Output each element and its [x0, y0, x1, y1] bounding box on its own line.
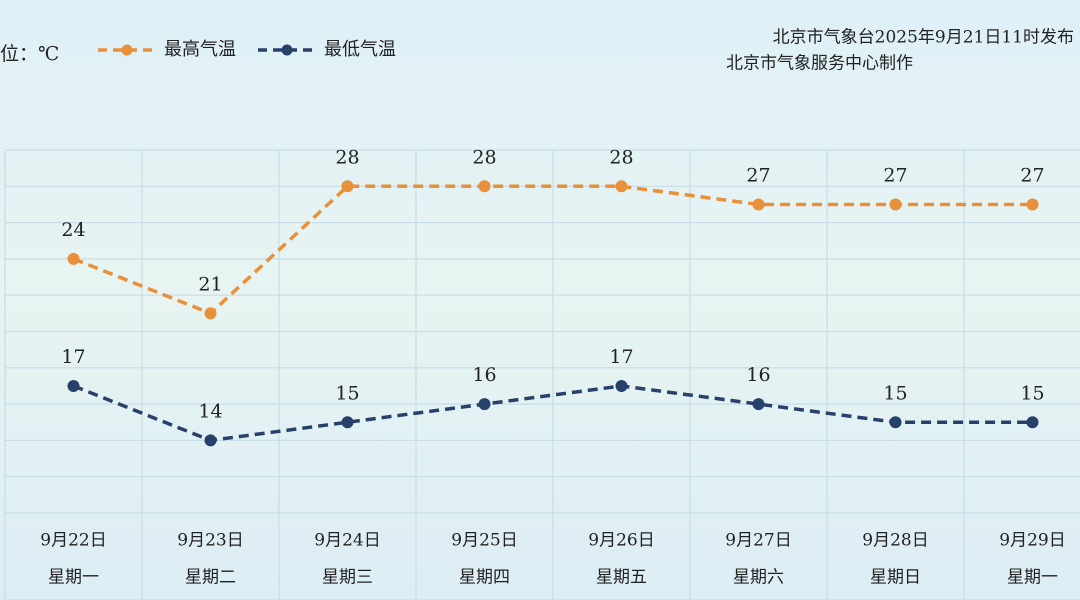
data-point — [889, 416, 902, 429]
x-tick-sublabel: 星期二 — [185, 568, 236, 588]
data-label: 28 — [609, 146, 633, 168]
data-label: 15 — [335, 382, 359, 404]
data-label: 17 — [609, 346, 633, 368]
data-point — [478, 398, 491, 411]
data-point — [752, 198, 765, 211]
data-label: 14 — [198, 400, 222, 422]
x-tick-sublabel: 星期五 — [596, 568, 647, 588]
x-tick-sublabel: 星期四 — [459, 568, 510, 588]
data-label: 15 — [883, 382, 907, 404]
x-tick-sublabel: 星期日 — [870, 568, 921, 588]
source-line: 北京市气象台2025年9月21日11时发布 — [773, 28, 1074, 48]
data-point — [615, 180, 628, 193]
data-point — [204, 434, 217, 447]
x-tick-label: 9月28日 — [862, 531, 928, 551]
data-point — [1026, 198, 1039, 211]
x-tick-label: 9月24日 — [314, 531, 380, 551]
data-label: 21 — [198, 273, 222, 295]
legend-marker — [121, 44, 133, 56]
data-point — [341, 416, 354, 429]
data-point — [1026, 416, 1039, 429]
legend-marker — [281, 44, 293, 56]
x-tick-label: 9月22日 — [40, 531, 106, 551]
data-label: 17 — [61, 346, 85, 368]
data-label: 28 — [472, 146, 496, 168]
data-point — [204, 307, 217, 320]
data-label: 16 — [746, 364, 770, 386]
data-label: 24 — [61, 219, 85, 241]
x-tick-label: 9月23日 — [177, 531, 243, 551]
legend-label: 最高气温 — [164, 39, 236, 60]
data-label: 27 — [1020, 164, 1044, 186]
data-point — [752, 398, 765, 411]
data-point — [341, 180, 354, 193]
x-tick-label: 9月26日 — [588, 531, 654, 551]
data-point — [67, 252, 80, 265]
data-label: 28 — [335, 146, 359, 168]
data-label: 16 — [472, 364, 496, 386]
source-line: 北京市气象服务中心制作 — [726, 54, 913, 74]
data-label: 15 — [1020, 382, 1044, 404]
x-tick-sublabel: 星期一 — [48, 568, 99, 588]
x-tick-label: 9月27日 — [725, 531, 791, 551]
data-label: 27 — [746, 164, 770, 186]
unit-label: 位：℃ — [0, 43, 59, 65]
data-point — [889, 198, 902, 211]
x-tick-sublabel: 星期六 — [733, 568, 784, 588]
data-point — [67, 379, 80, 392]
x-tick-label: 9月29日 — [999, 531, 1065, 551]
data-label: 27 — [883, 164, 907, 186]
data-point — [615, 379, 628, 392]
x-tick-sublabel: 星期三 — [322, 568, 373, 588]
data-point — [478, 180, 491, 193]
x-tick-sublabel: 星期一 — [1007, 568, 1058, 588]
legend-label: 最低气温 — [324, 39, 396, 60]
series-line — [72, 184, 1033, 316]
x-tick-label: 9月25日 — [451, 531, 517, 551]
